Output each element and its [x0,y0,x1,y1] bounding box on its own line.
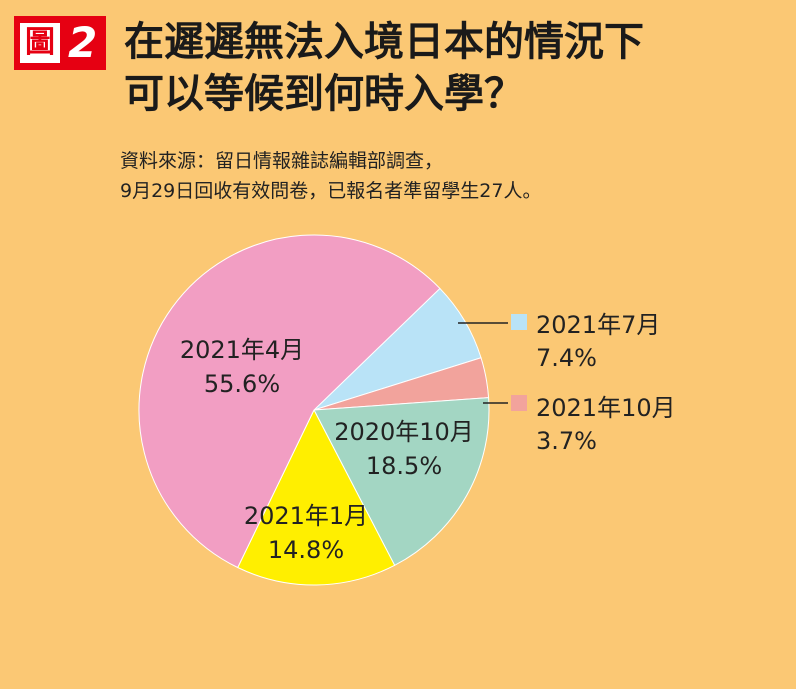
slice-5-label: 2021年4月 [180,336,304,364]
slice-1-value: 7.4% [536,344,597,372]
chart-title-line-1: 在遲遲無法入境日本的情況下 [124,19,644,65]
figure-number: 2 [68,18,98,67]
source-note-line-1: 資料來源：留日情報雜誌編輯部調查， [120,150,444,172]
pie-slice-3 [313,397,490,566]
figure-badge-glyph: 圖 [20,23,60,63]
slice-2-label: 2021年10月 [536,394,676,422]
chart-title: 在遲遲無法入境日本的情況下 可以等候到何時入學？ [124,16,784,120]
slice-2-legend-swatch [511,395,527,411]
slice-4-value: 14.8% [268,536,344,564]
pie-slice-5 [138,234,441,569]
slice-2-value: 3.7% [536,427,597,455]
source-note: 資料來源：留日情報雜誌編輯部調查， 9月29日回收有效問卷，已報名者準留學生27… [120,146,780,206]
figure-badge: 圖 2 [14,16,106,70]
slice-1-legend-swatch [511,314,527,330]
slice-3-label: 2020年10月 [334,418,474,446]
slice-4-label: 2021年1月 [244,502,368,530]
slice-3-value: 18.5% [366,452,442,480]
pie-slice-4 [237,408,396,586]
chart-title-line-2: 可以等候到何時入學？ [124,71,524,117]
source-note-line-2: 9月29日回收有效問卷，已報名者準留學生27人。 [120,180,542,202]
slice-5-value: 55.6% [204,370,280,398]
slice-1-label: 2021年7月 [536,311,660,339]
